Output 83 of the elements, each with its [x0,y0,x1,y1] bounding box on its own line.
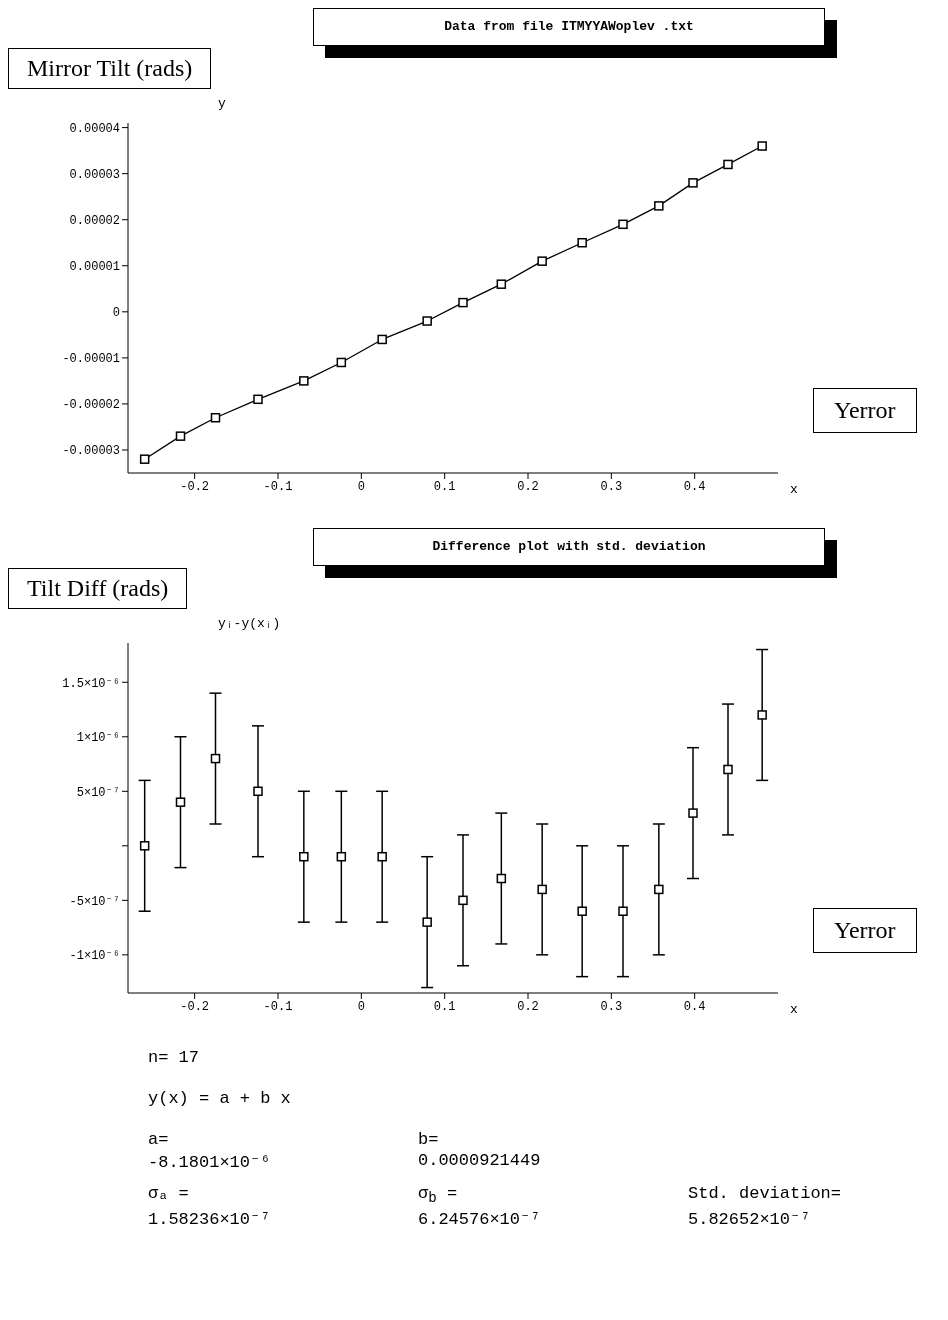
text: 5.82652×10⁻⁷ [688,1209,812,1230]
y-tick-label: -0.00001 [62,352,120,367]
x-axis-title: x [790,1001,798,1017]
y-axis-title: Tilt Diff (rads) [8,568,188,609]
point [299,851,309,862]
point [422,917,432,927]
x-tick-label: 0.1 [433,999,456,1014]
point [377,851,387,862]
point [688,178,698,188]
point [336,851,347,862]
x-tick-label: 0.4 [683,999,706,1014]
text: b= [418,1130,440,1149]
point [458,297,468,308]
y-tick-label: -5×10⁻⁷ [69,894,120,909]
point [458,895,468,906]
point [537,884,547,895]
point [210,753,221,764]
y-tick-label: -1×10⁻⁶ [69,949,120,964]
point [139,454,150,464]
point [377,334,387,345]
text: σₐ = [148,1184,190,1205]
y-tick-label: 0 [112,306,120,321]
point [422,316,432,326]
text: a= [148,1130,170,1149]
point [654,884,664,895]
point [618,906,628,916]
point [336,357,347,368]
y-tick-label: 1×10⁻⁶ [76,731,120,746]
x-tick-label: 0 [357,999,365,1014]
text: Std. deviation= [688,1184,843,1205]
point [723,159,733,170]
x-axis-title: x [790,481,798,497]
x-tick-label: -0.2 [180,999,210,1014]
point [175,797,186,807]
y-axis-title: Mirror Tilt (rads) [8,48,212,89]
text: σ$_{b}$ = [418,1184,459,1207]
x-tick-label: 0.2 [517,999,539,1014]
x-tick-label: 0.3 [600,479,623,494]
y-tick-label: -0.00002 [62,398,120,413]
y-tick-label: 0.00004 [69,121,120,136]
point [299,376,309,386]
text: 0.0000921449 [418,1151,542,1172]
text: y(x) = a + b x [148,1089,292,1108]
chart-title: Data from file ITMYYAWoplev .txt [313,8,825,46]
y-tick-label: -0.00003 [62,444,120,459]
y-tick-label: 0.00002 [69,213,120,228]
point [618,219,628,230]
point [253,394,263,405]
point [757,710,767,720]
y-tick-label: 1.5×10⁻⁶ [62,676,120,691]
y-tick-label: 5×10⁻⁷ [76,785,120,800]
x-tick-label: -0.2 [180,479,210,494]
x-tick-label: 0.1 [433,479,456,494]
x-tick-label: 0.2 [517,479,539,494]
point [723,764,733,775]
x-tick-label: 0.4 [683,479,706,494]
point [496,279,507,289]
text: yᵢ-y(xᵢ) [218,616,281,631]
point [537,256,547,266]
point [139,841,150,851]
point [210,412,221,423]
text: 1.58236×10⁻⁷ [148,1209,272,1230]
point [496,873,507,884]
x-tick-label: -0.1 [263,479,293,494]
chart-title: Difference plot with std. deviation [313,528,825,566]
y-tick-label: 0.00003 [69,167,120,182]
point [175,431,186,441]
point [577,237,587,248]
point [654,201,664,211]
point [757,141,767,151]
point [577,906,587,916]
y-tick-label: 0.00001 [69,260,120,275]
text: y [218,96,226,111]
x-tick-label: 0 [357,479,365,494]
text: n= 17 [148,1048,200,1067]
x-tick-label: 0.3 [600,999,623,1014]
text: 6.24576×10⁻⁷ [418,1209,542,1230]
point [253,786,263,797]
text: -8.1801×10⁻⁶ [148,1152,272,1172]
x-tick-label: -0.1 [263,999,293,1014]
text: Yerror [813,388,917,433]
point [688,808,698,818]
text: Yerror [813,908,917,953]
